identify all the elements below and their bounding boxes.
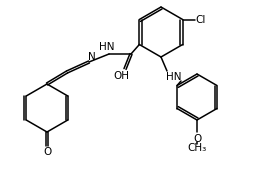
Text: OH: OH: [113, 71, 129, 81]
Text: O: O: [193, 134, 201, 144]
Text: CH₃: CH₃: [187, 143, 207, 153]
Text: Cl: Cl: [195, 14, 206, 24]
Text: O: O: [43, 147, 51, 157]
Text: N: N: [88, 52, 96, 62]
Text: HN: HN: [166, 72, 182, 82]
Text: HN: HN: [99, 42, 115, 52]
